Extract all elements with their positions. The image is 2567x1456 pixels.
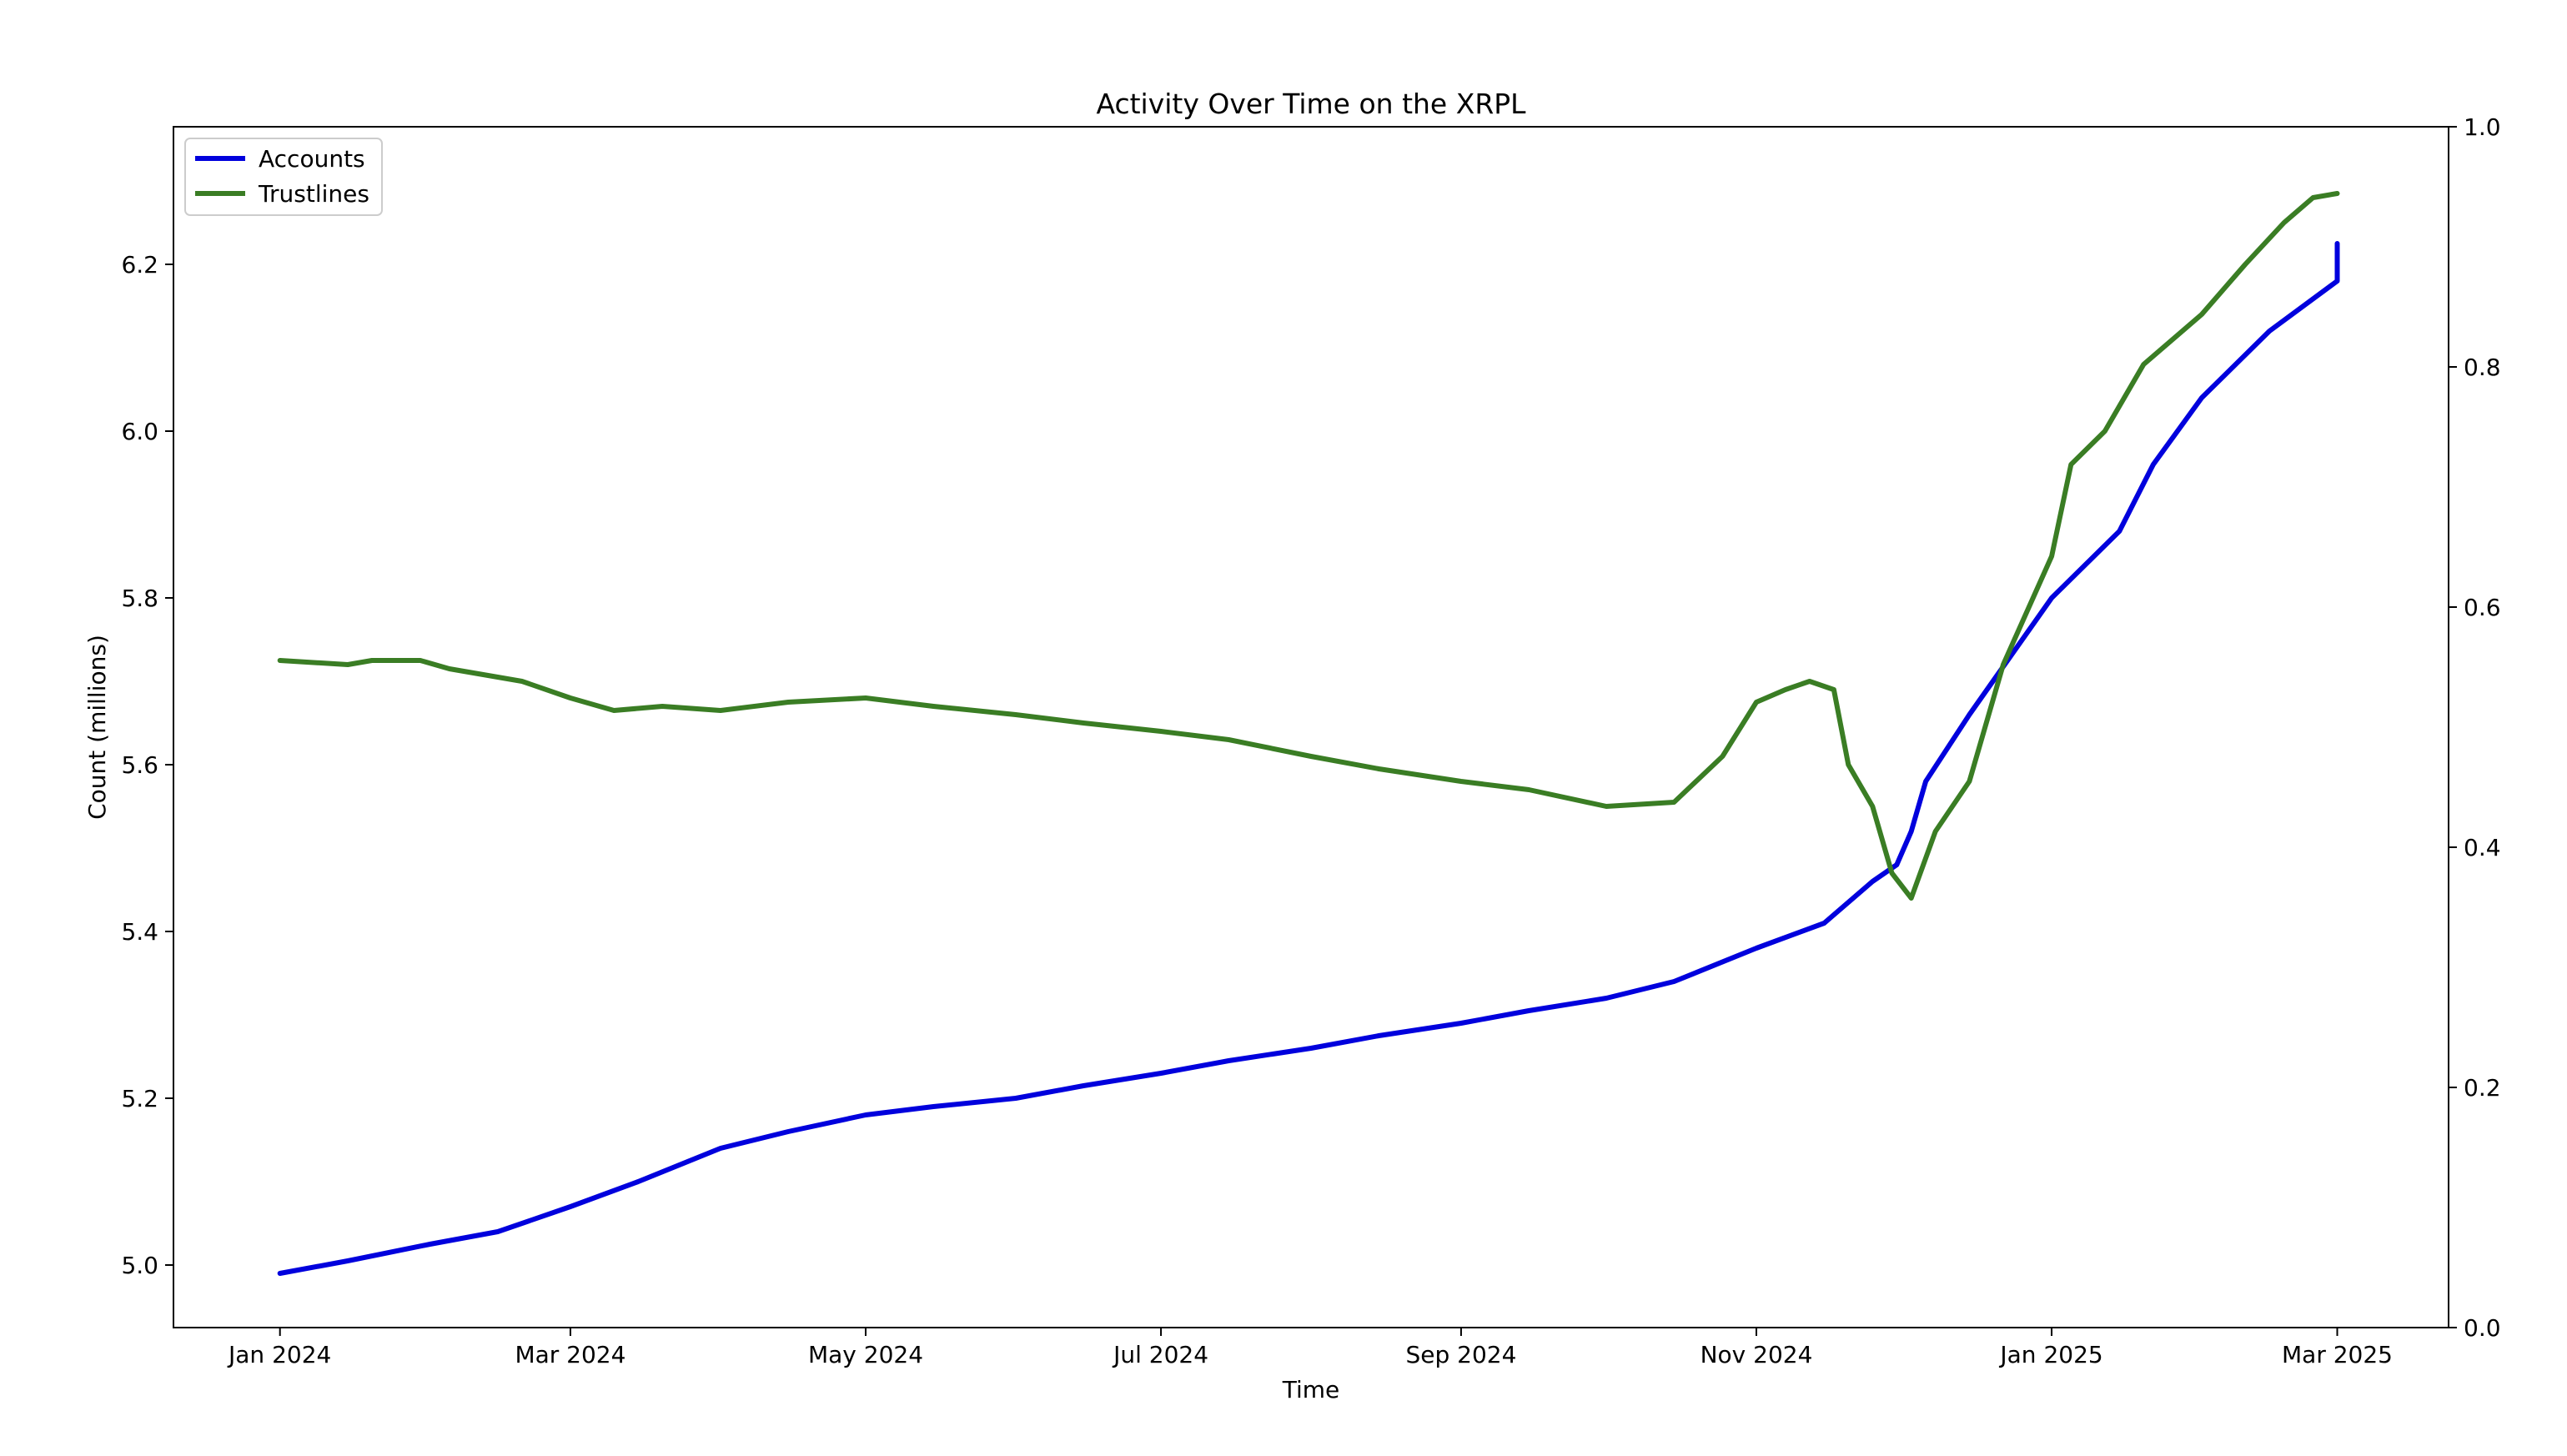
y2-tick-label: 1.0 (2464, 113, 2501, 141)
x-tick-label: Sep 2024 (1405, 1341, 1516, 1368)
chart-title: Activity Over Time on the XRPL (1096, 88, 1526, 120)
legend-label: Trustlines (258, 180, 369, 208)
y2-tick-label: 0.6 (2464, 594, 2501, 621)
y-tick-label: 5.6 (121, 751, 158, 779)
y2-tick-label: 0.0 (2464, 1314, 2501, 1342)
x-tick-label: Mar 2024 (515, 1341, 625, 1368)
y-tick-label: 5.2 (121, 1085, 158, 1112)
x-tick-label: May 2024 (808, 1341, 923, 1368)
series-line-accounts (277, 241, 2340, 1276)
y-tick-label: 6.0 (121, 418, 158, 445)
series-line-trustlines (277, 191, 2340, 901)
y-axis-right: 0.0 0.2 0.4 0.6 0.8 1.0 (2449, 113, 2501, 1342)
legend: Accounts Trustlines (184, 138, 383, 216)
x-tick-label: Jan 2025 (1998, 1341, 2102, 1368)
x-tick-label: Nov 2024 (1700, 1341, 1813, 1368)
x-axis: Jan 2024 Mar 2024 May 2024 Jul 2024 Sep 2024… (227, 1328, 2393, 1368)
x-tick-label: Jan 2024 (227, 1341, 331, 1368)
x-tick-label: Jul 2024 (1112, 1341, 1208, 1368)
legend-label: Accounts (259, 145, 365, 173)
y-axis-left: 5.0 5.2 5.4 5.6 5.8 6.0 6.2 (121, 251, 173, 1279)
y-tick-label: 5.4 (121, 918, 158, 946)
x-axis-label: Time (1282, 1376, 1340, 1403)
plot-area (277, 191, 2340, 1276)
y2-tick-label: 0.8 (2464, 354, 2501, 381)
y2-tick-label: 0.4 (2464, 834, 2501, 861)
plot-frame (173, 126, 2449, 1328)
y-tick-label: 5.8 (121, 585, 158, 612)
x-tick-label: Mar 2025 (2282, 1341, 2393, 1368)
y2-tick-label: 0.2 (2464, 1074, 2501, 1102)
y-axis-label: Count (millions) (83, 635, 111, 820)
y-tick-label: 5.0 (121, 1252, 158, 1279)
y-tick-label: 6.2 (121, 251, 158, 279)
